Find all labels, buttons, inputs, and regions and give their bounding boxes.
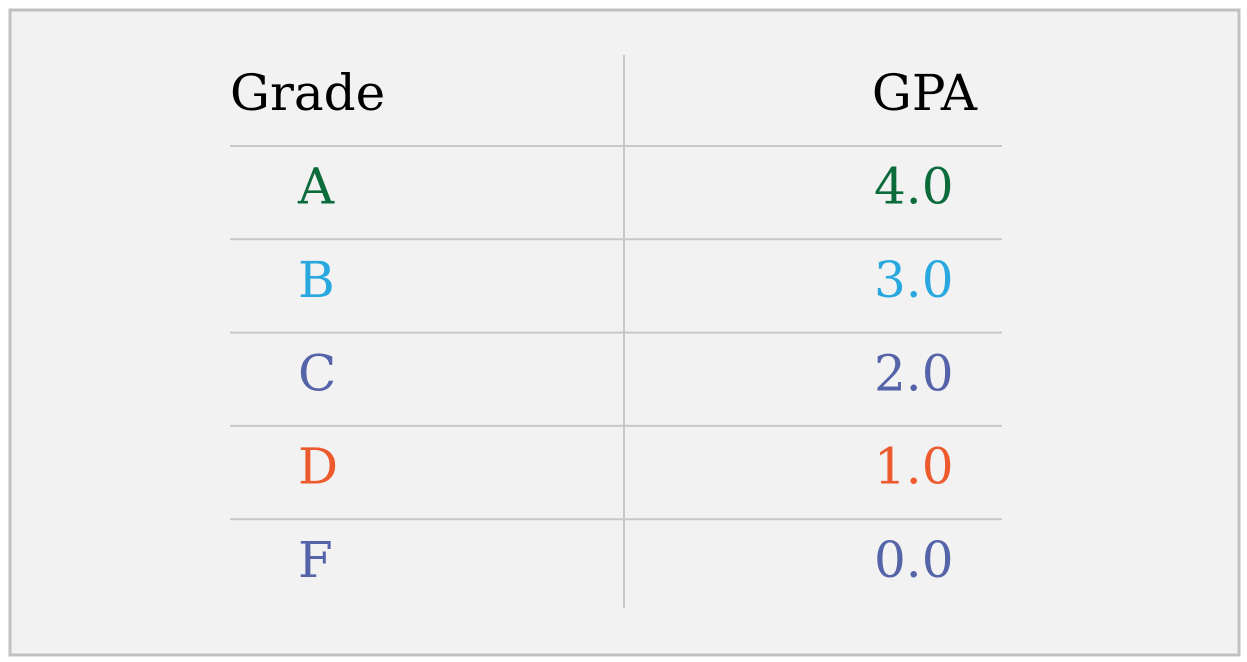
grade-cell: C — [298, 344, 336, 402]
gpa-cell: 2.0 — [874, 344, 954, 402]
grade-cell: D — [298, 438, 338, 496]
grade-cell: B — [298, 251, 335, 309]
gpa-cell: 1.0 — [874, 438, 954, 496]
gpa-cell: 3.0 — [874, 251, 954, 309]
grade-cell: A — [297, 158, 335, 216]
header-grade: Grade — [230, 64, 385, 122]
grade-cell: F — [298, 531, 333, 589]
header-gpa: GPA — [872, 64, 978, 122]
gpa-cell: 0.0 — [874, 531, 954, 589]
gpa-cell: 4.0 — [874, 158, 954, 216]
